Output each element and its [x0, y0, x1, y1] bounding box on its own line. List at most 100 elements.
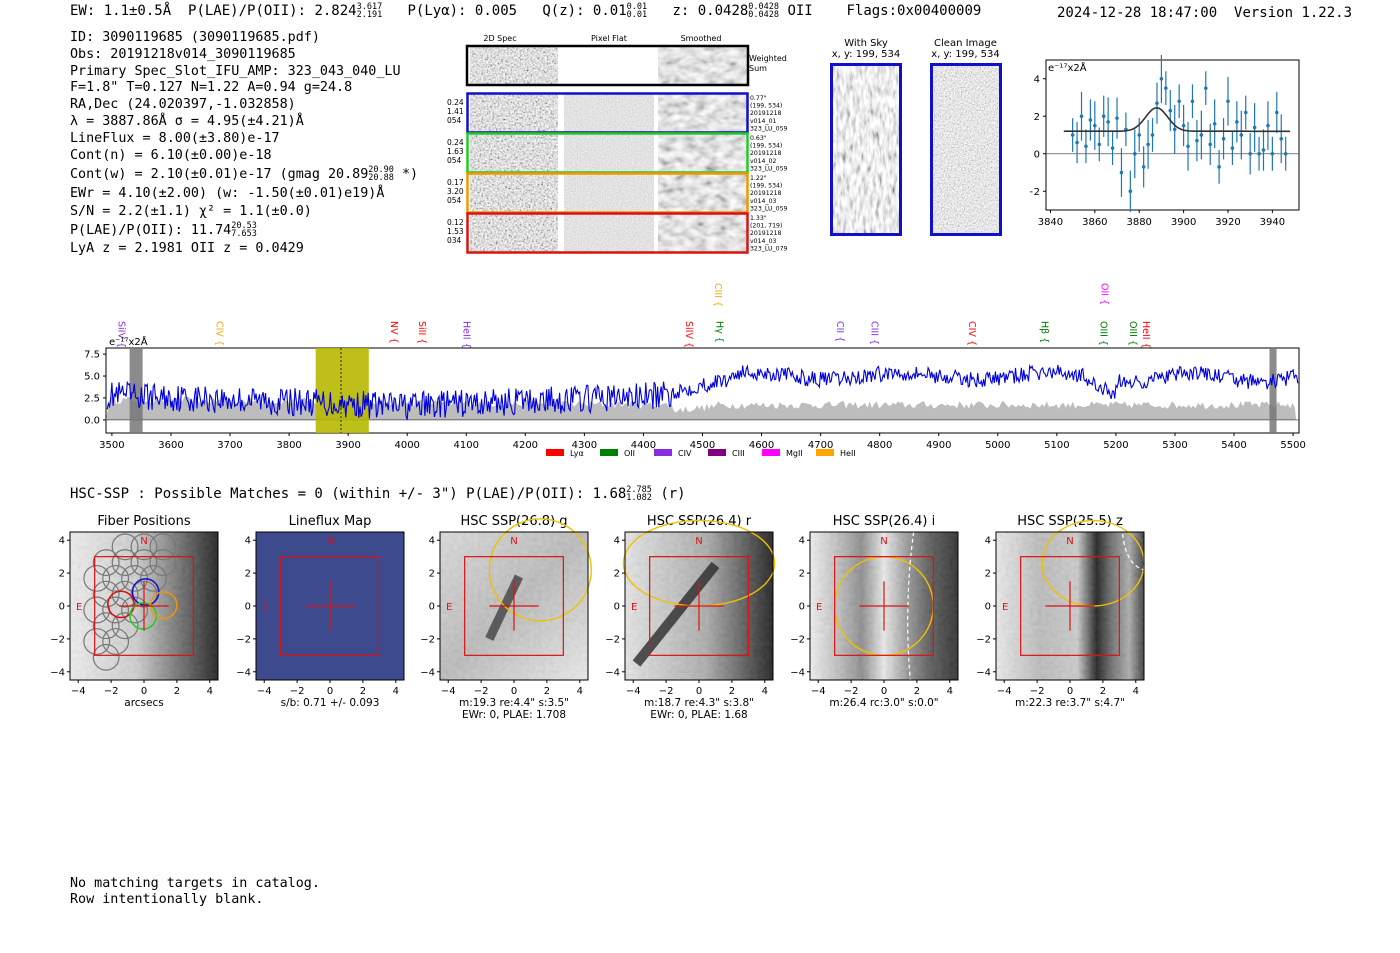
aperture-box	[1020, 556, 1120, 656]
y-tick-label: 2	[985, 569, 991, 580]
info-block: ID: 3090119685 (3090119685.pdf) Obs: 201…	[70, 30, 418, 257]
spectral-line-label: CIII {	[712, 283, 723, 307]
hsc-summary: HSC-SSP : Possible Matches = 0 (within +…	[70, 486, 686, 503]
x-tick-label: 5300	[1162, 440, 1187, 451]
data-point	[1177, 99, 1181, 104]
image-panel: Lineflux Map N E −4 −2 0 2 4 4 2 0 −2 −4 s/b: 0.71 +/…	[236, 514, 405, 709]
cutout-left-value: 054	[447, 196, 462, 205]
y-tick-label: 2.5	[84, 393, 100, 404]
info-fparams: F=1.8" T=0.127 N=1.22 A=0.94 g=24.8	[70, 80, 353, 96]
cutout-right-value: v014_02	[750, 158, 777, 165]
data-point	[1101, 114, 1106, 119]
panel-caption-2: EWr: 0, PLAE: 1.68	[650, 709, 747, 721]
info-plae-range: 20.53 7.653	[231, 222, 257, 239]
col-smoothed: Smoothed	[681, 34, 722, 43]
cutout-left-value: 1.41	[447, 107, 464, 116]
y-tick-label: 4	[1034, 74, 1040, 85]
spectral-line-labels: SiIV {CIV {NV {SiII {HeII {SiIV {CIII {H…	[115, 283, 1151, 349]
data-point	[1208, 142, 1213, 147]
x-tick-label: 4900	[926, 440, 951, 451]
z-hi: 0.0428	[748, 2, 780, 12]
data-point	[1181, 123, 1186, 128]
x-tick-label: 2	[174, 686, 180, 697]
panel-title: Lineflux Map	[289, 514, 372, 529]
y-tick-label: 4	[429, 536, 435, 547]
x-tick-label: 4	[577, 686, 583, 697]
data-point	[1283, 151, 1288, 156]
panel-title: HSC SSP(26.4) r	[647, 514, 752, 529]
spectral-line-label: CIV {	[966, 321, 977, 346]
hsc-summary-lo: 1.082	[626, 493, 652, 503]
data-point	[1235, 120, 1239, 124]
plae-range: 3.617 2.191	[357, 3, 383, 20]
east-label: E	[446, 602, 452, 613]
sky-mask	[129, 348, 143, 433]
x-tick-label: 4400	[631, 440, 656, 451]
data-point	[1079, 114, 1084, 119]
spectral-line-label: SiIV {	[683, 321, 694, 348]
image-panels: Fiber Positions N E −4 −2 0 2 4 4 2 0 −2 −4 arcsecs Li…	[50, 514, 1145, 721]
cutout-smooth-image	[658, 214, 747, 252]
fiber-circle-blue	[131, 578, 160, 606]
sky-mask	[1269, 348, 1277, 433]
x-tick-label: 0	[881, 686, 887, 697]
cutout-smooth-image	[658, 94, 747, 132]
data-point	[1150, 133, 1155, 137]
north-label: N	[326, 536, 333, 547]
panel-caption-2: EWr: 0, PLAE: 1.708	[462, 709, 566, 721]
cutout-right-value: (199, 534)	[750, 103, 782, 110]
x-tick-label: 4	[1133, 686, 1139, 697]
data-point	[1261, 148, 1266, 152]
y-tick-label: −4	[236, 667, 251, 678]
cutout-left-value: 0.24	[447, 138, 464, 147]
y-tick-label: −4	[790, 667, 805, 678]
data-point	[1243, 110, 1248, 115]
fiber-circle-red	[107, 590, 135, 619]
hsc-summary-band: (r)	[660, 486, 686, 502]
fiber-circle	[149, 549, 177, 577]
y-tick-label: 4	[799, 536, 805, 547]
y-tick-label: −2	[976, 634, 991, 645]
cutout-flat-image	[564, 94, 654, 132]
line-fit-plot: e⁻¹⁷x2Å 4 2 0 −2 3840 3860 3880 3900 3920 3940	[1030, 55, 1300, 228]
spectral-line-label: SiIV {	[115, 321, 126, 348]
spectral-line-label: OIII {	[1127, 321, 1138, 346]
x-tick-label: −4	[441, 686, 456, 697]
x-tick-label: 4	[947, 686, 953, 697]
x-tick-label: 4200	[513, 440, 538, 451]
info-plae-row: P(LAE)/P(OII): 11.7420.53 7.653	[70, 222, 418, 240]
data-point	[1186, 144, 1190, 149]
cutout-2d-image	[470, 94, 558, 132]
north-label: N	[1066, 536, 1073, 547]
info-contw: Cont(w) = 2.10(±0.01)e-17 (gmag 20.89	[70, 167, 369, 183]
spectrum-unit: e⁻¹⁷x2Å	[109, 335, 148, 348]
x-tick-label: 4600	[749, 440, 774, 451]
spectral-line-label: HeII {	[1140, 321, 1151, 349]
spectral-line-label: SiII {	[416, 321, 427, 344]
clean-image-xy: x, y: 199, 534	[931, 49, 1000, 60]
info-obs: Obs: 20191218v014_3090119685	[70, 46, 296, 62]
data-point	[1110, 146, 1115, 150]
aperture-box	[464, 556, 564, 656]
hsc-summary-range: 2.785 1.082	[626, 486, 652, 503]
x-tick-label: 2	[729, 686, 735, 697]
x-tick-label: 4500	[690, 440, 715, 451]
north-label: N	[140, 536, 147, 547]
cutout-right-value: (199, 534)	[750, 143, 782, 150]
cutout-right-value: 20191218	[750, 110, 782, 117]
cutout-right-value: 323_LU_079	[750, 245, 788, 252]
cutout-left-value: 3.20	[447, 187, 464, 196]
cutout-gap	[654, 174, 658, 212]
cutout-right-value: v014_03	[750, 198, 777, 205]
x-tick-label: 3700	[217, 440, 242, 451]
spectral-line-label: CIII {	[868, 321, 879, 345]
data-point	[1203, 86, 1208, 90]
fiber-circle	[121, 596, 148, 624]
east-label: E	[631, 602, 637, 613]
data-point	[1270, 151, 1275, 156]
cutout-left-value: 1.63	[447, 147, 464, 156]
legend-swatch	[654, 449, 672, 456]
x-tick-label: 0	[696, 686, 702, 697]
y-tick-label: 0	[429, 602, 435, 613]
east-label: E	[76, 602, 82, 613]
